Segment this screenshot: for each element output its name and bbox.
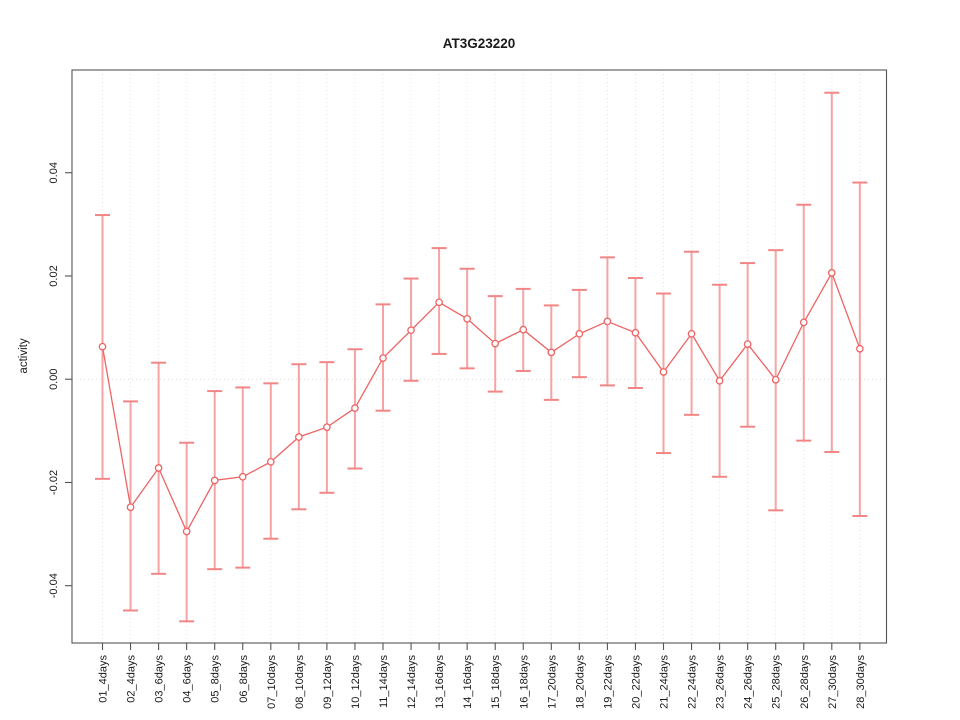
y-axis-label: activity: [18, 338, 30, 373]
data-point-marker: [855, 344, 864, 353]
data-point-marker: [799, 318, 808, 327]
data-point-marker: [379, 354, 387, 362]
data-point-marker: [435, 298, 443, 307]
x-tick-label: 10_12days: [350, 655, 362, 709]
y-tick-label: 0.04: [48, 162, 60, 183]
data-point-marker: [238, 472, 247, 481]
data-point-marker: [294, 433, 303, 441]
error-bars: [95, 91, 868, 623]
data-point-marker: [603, 317, 612, 326]
data-point-marker: [827, 269, 836, 277]
data-point-marker: [743, 340, 752, 348]
y-tick-label: -0.02: [48, 470, 60, 495]
x-tick-label: 13_16days: [434, 655, 446, 709]
data-point-marker: [351, 404, 359, 412]
x-tick-label: 07_10days: [266, 655, 278, 709]
x-tick-label: 11_14days: [378, 655, 390, 709]
data-point-marker: [659, 368, 668, 376]
series-line-layer: [101, 271, 861, 533]
data-point-marker: [547, 348, 556, 357]
data-point-marker: [182, 527, 191, 536]
x-tick-label: 19_22days: [602, 655, 614, 709]
y-tick-label: 0.02: [48, 265, 60, 286]
x-tick-label: 06_8days: [238, 655, 250, 703]
x-tick-label: 24_26days: [743, 655, 755, 709]
x-tick-label: 26_28days: [799, 655, 811, 709]
x-tick-label: 04_6days: [182, 655, 194, 703]
x-tick-label: 05_8days: [210, 655, 222, 703]
x-tick-label: 03_6days: [154, 655, 166, 703]
x-tick-label: 23_26days: [715, 655, 727, 709]
data-points: [98, 269, 864, 536]
data-point-marker: [491, 339, 500, 348]
data-point-marker: [631, 328, 640, 337]
data-point-marker: [463, 314, 471, 323]
data-point-marker: [210, 476, 219, 485]
x-tick-label: 01_4days: [98, 655, 110, 703]
x-tick-label: 22_24days: [687, 655, 699, 709]
x-tick-label: 14_16days: [462, 655, 474, 709]
chart-title: AT3G23220: [443, 36, 516, 51]
x-tick-label: 02_4days: [126, 655, 138, 703]
x-tick-label: 28_30days: [855, 655, 867, 709]
x-tick-label: 15_18days: [490, 655, 502, 709]
x-tick-label: 16_18days: [518, 655, 530, 709]
x-tick-label: 08_10days: [294, 655, 306, 709]
x-tick-label: 17_20days: [546, 655, 558, 709]
plot-border: [71, 69, 888, 644]
x-tick-label: 25_28days: [771, 655, 783, 709]
data-point-marker: [323, 423, 331, 432]
data-point-marker: [715, 376, 724, 385]
axes: -0.04 -0.02 0.00 0.02 0.04 01_4days 02_4days 03…: [48, 162, 867, 709]
x-tick-label: 12_14days: [406, 655, 418, 709]
x-tick-label: 20_22days: [630, 655, 642, 709]
data-point-marker: [771, 375, 780, 384]
y-tick-label: -0.04: [48, 573, 60, 598]
gridlines: [72, 70, 887, 643]
data-point-marker: [575, 329, 584, 338]
x-tick-label: 18_20days: [574, 655, 586, 709]
data-point-marker: [687, 329, 696, 338]
data-point-marker: [154, 464, 163, 472]
data-point-marker: [126, 503, 135, 512]
y-tick-label: 0.00: [48, 369, 60, 390]
data-point-marker: [266, 457, 275, 466]
data-point-marker: [407, 326, 415, 335]
data-point-marker: [98, 342, 107, 351]
series-line: [101, 271, 861, 533]
x-tick-label: 27_30days: [827, 655, 839, 709]
x-tick-label: 21_24days: [659, 655, 671, 709]
x-tick-label: 09_12days: [322, 655, 334, 709]
data-point-marker: [519, 325, 528, 334]
